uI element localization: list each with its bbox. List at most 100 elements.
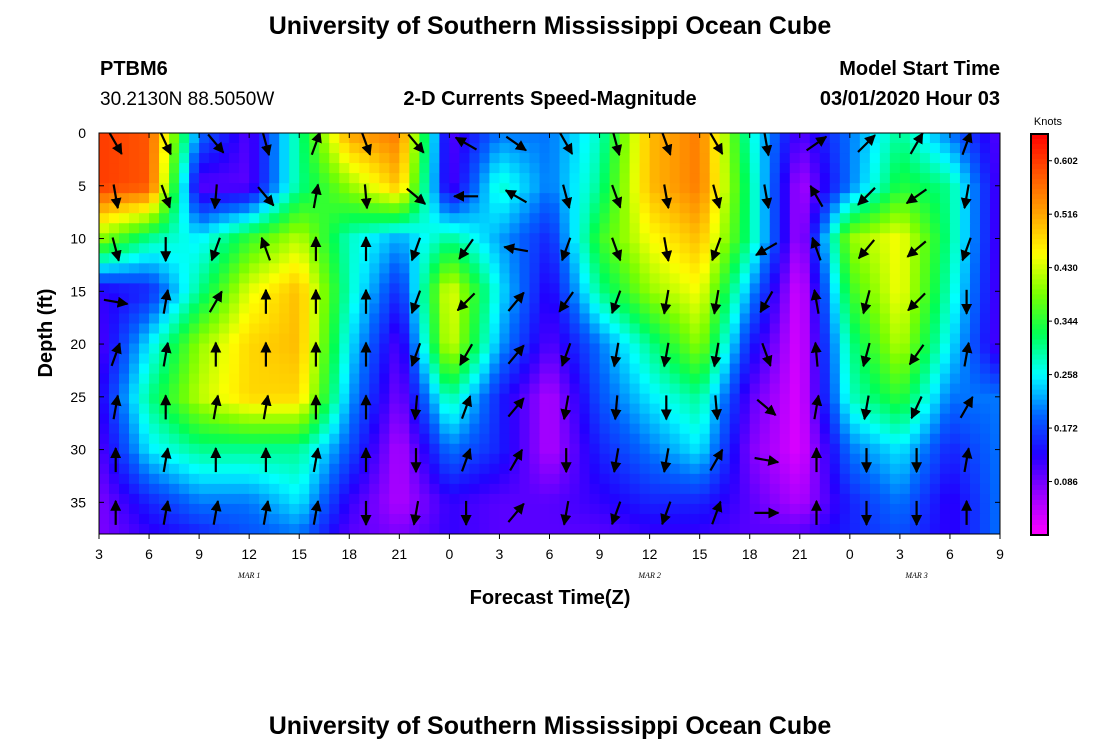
heatmap-cell: [929, 213, 941, 224]
heatmap-cell: [369, 423, 380, 435]
heatmap-cell: [229, 203, 240, 214]
heatmap-cell: [869, 423, 881, 435]
heatmap-cell: [859, 293, 871, 305]
heatmap-cell: [399, 233, 410, 244]
heatmap-cell: [369, 353, 380, 365]
heatmap-cell: [699, 133, 711, 144]
heatmap-cell: [349, 243, 360, 254]
heatmap-cell: [979, 493, 991, 505]
heatmap-cell: [239, 403, 250, 415]
x-tick-label: 3: [496, 546, 504, 562]
heatmap-cell: [359, 423, 370, 435]
heatmap-cell: [529, 213, 541, 224]
heatmap-cell: [599, 293, 611, 305]
heatmap-cell: [399, 403, 410, 415]
heatmap-cell: [929, 493, 941, 505]
heatmap-cell: [189, 383, 200, 395]
heatmap-cell: [739, 423, 751, 435]
heatmap-cell: [169, 303, 180, 315]
heatmap-cell: [559, 153, 571, 164]
heatmap-cell: [649, 373, 661, 385]
heatmap-cell: [369, 213, 380, 224]
heatmap-cell: [319, 203, 330, 214]
heatmap-cell: [469, 313, 481, 325]
heatmap-cell: [649, 223, 661, 234]
heatmap-cell: [149, 263, 160, 274]
heatmap-cell: [259, 323, 270, 335]
colorbar-swatch: [1031, 179, 1048, 185]
heatmap-cell: [869, 263, 881, 274]
heatmap-cell: [159, 163, 170, 174]
heatmap-cell: [629, 453, 641, 465]
heatmap-cell: [559, 133, 571, 144]
heatmap-cell: [749, 183, 761, 194]
heatmap-cell: [529, 333, 541, 345]
heatmap-cell: [429, 253, 440, 264]
heatmap-cell: [199, 133, 210, 144]
heatmap-cell: [569, 283, 581, 295]
heatmap-cell: [109, 263, 120, 274]
heatmap-cell: [259, 313, 270, 325]
heatmap-cell: [229, 483, 240, 495]
heatmap-cell: [879, 483, 891, 495]
heatmap-cell: [699, 483, 711, 495]
heatmap-cell: [249, 193, 260, 204]
heatmap-cell: [929, 143, 941, 154]
heatmap-cell: [989, 403, 1000, 415]
current-vector: [310, 133, 322, 156]
heatmap-cell: [929, 363, 941, 375]
heatmap-cell: [239, 283, 250, 295]
heatmap-cell: [859, 513, 871, 525]
heatmap-cell: [299, 473, 310, 485]
heatmap-cell: [849, 273, 861, 284]
heatmap-cell: [849, 263, 861, 274]
heatmap-cell: [699, 153, 711, 164]
heatmap-cell: [599, 393, 611, 405]
heatmap-cell: [309, 363, 320, 375]
heatmap-cell: [479, 453, 491, 465]
heatmap-cell: [729, 513, 741, 525]
heatmap-cell: [579, 273, 591, 284]
heatmap-cell: [529, 133, 541, 144]
heatmap-cell: [619, 183, 631, 194]
heatmap-cell: [149, 283, 160, 295]
heatmap-cell: [909, 323, 921, 335]
heatmap-cell: [799, 133, 811, 144]
heatmap-cell: [339, 143, 350, 154]
heatmap-cell: [709, 243, 721, 254]
heatmap-cell: [819, 283, 831, 295]
heatmap-cell: [459, 153, 471, 164]
heatmap-cell: [249, 343, 260, 355]
heatmap-cell: [489, 213, 501, 224]
heatmap-cell: [409, 333, 420, 345]
colorbar-swatch: [1031, 464, 1048, 471]
heatmap-cell: [219, 503, 230, 515]
heatmap-cell: [549, 153, 561, 164]
heatmap-cell: [369, 523, 380, 534]
heatmap-cell: [589, 513, 601, 525]
heatmap-cell: [549, 353, 561, 365]
heatmap-cell: [839, 153, 851, 164]
heatmap-cell: [969, 163, 981, 174]
heatmap-cell: [299, 463, 310, 475]
heatmap-cell: [189, 433, 200, 445]
heatmap-cell: [539, 293, 551, 305]
current-vector: [454, 136, 478, 151]
heatmap-cell: [299, 153, 310, 164]
heatmap-cell: [519, 513, 531, 525]
heatmap-cell: [629, 413, 641, 425]
x-tick-label: 18: [742, 546, 758, 562]
heatmap-cell: [989, 383, 1000, 395]
heatmap-cell: [859, 143, 871, 154]
heatmap-cell: [989, 283, 1000, 295]
heatmap-cell: [829, 373, 841, 385]
heatmap-cell: [389, 403, 400, 415]
heatmap-cell: [819, 513, 831, 525]
heatmap-cell: [439, 473, 450, 485]
heatmap-cell: [349, 363, 360, 375]
heatmap-cell: [739, 223, 751, 234]
heatmap-cell: [169, 293, 180, 305]
heatmap-cell: [199, 333, 210, 345]
heatmap-cell: [249, 473, 260, 485]
heatmap-cell: [499, 433, 511, 445]
